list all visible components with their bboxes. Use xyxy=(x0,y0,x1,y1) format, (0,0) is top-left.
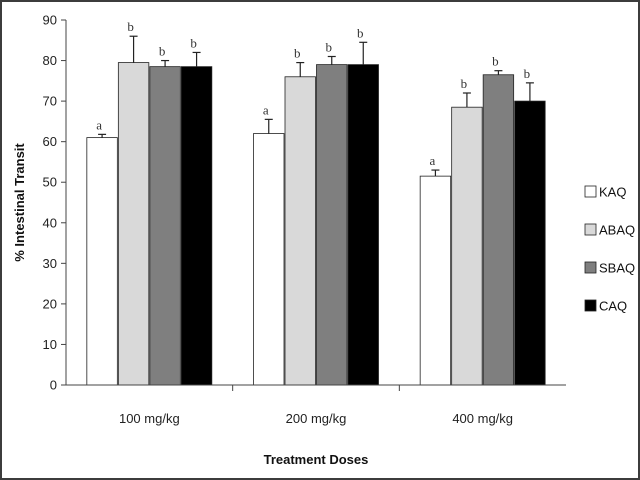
significance-label: b xyxy=(461,76,468,91)
legend-swatch-kaq xyxy=(584,185,597,198)
bars: a b b b a b b b a b b b xyxy=(86,19,546,386)
significance-label: b xyxy=(190,35,197,50)
significance-label: b xyxy=(127,19,134,34)
bar-caq-3 xyxy=(514,100,546,386)
legend: KAQ ABAQ SBAQ CAQ xyxy=(584,185,635,314)
legend-swatch-caq xyxy=(584,299,597,312)
significance-label: a xyxy=(430,153,436,168)
y-tick-label: 90 xyxy=(43,13,57,28)
x-axis-ticks: 100 mg/kg 200 mg/kg 400 mg/kg xyxy=(119,385,513,426)
y-tick-label: 0 xyxy=(50,378,57,393)
x-tick-label: 200 mg/kg xyxy=(286,411,347,426)
bar-sbaq-2 xyxy=(316,64,348,386)
bar-sbaq-3 xyxy=(482,74,515,386)
y-tick-label: 20 xyxy=(43,296,57,311)
y-tick-label: 60 xyxy=(43,134,57,149)
y-tick-label: 30 xyxy=(43,256,57,271)
y-axis-title: % Intestinal Transit xyxy=(12,143,27,262)
bar-caq-1 xyxy=(180,66,213,386)
bar-abaq-1 xyxy=(117,62,150,386)
significance-label: a xyxy=(263,102,269,117)
significance-label: a xyxy=(96,117,102,132)
bar-kaq-3 xyxy=(419,175,452,386)
bar-kaq-2 xyxy=(253,133,285,386)
legend-swatch-abaq xyxy=(584,223,597,236)
y-tick-label: 70 xyxy=(43,94,57,109)
x-axis-title: Treatment Doses xyxy=(264,452,369,467)
legend-label-caq: CAQ xyxy=(599,299,627,314)
x-tick-label: 100 mg/kg xyxy=(119,411,180,426)
y-tick-label: 10 xyxy=(43,337,57,352)
significance-label: b xyxy=(326,40,333,55)
significance-label: b xyxy=(159,44,166,59)
legend-label-kaq: KAQ xyxy=(599,185,626,200)
bar-kaq-1 xyxy=(86,137,118,386)
bar-abaq-3 xyxy=(451,106,483,386)
y-tick-label: 80 xyxy=(43,53,57,68)
significance-label: b xyxy=(294,46,301,61)
significance-label: b xyxy=(492,54,499,69)
x-tick-label: 400 mg/kg xyxy=(452,411,513,426)
bar-caq-2 xyxy=(347,64,379,386)
y-tick-label: 50 xyxy=(43,175,57,190)
bar-sbaq-1 xyxy=(149,66,181,386)
y-axis-ticks: 0 10 20 30 40 50 60 70 80 90 xyxy=(43,13,66,393)
bar-abaq-2 xyxy=(284,76,316,386)
y-tick-label: 40 xyxy=(43,215,57,230)
significance-label: b xyxy=(524,66,531,81)
legend-label-sbaq: SBAQ xyxy=(599,261,635,276)
significance-label: b xyxy=(357,25,364,40)
legend-label-abaq: ABAQ xyxy=(599,223,635,238)
legend-swatch-sbaq xyxy=(584,261,597,274)
